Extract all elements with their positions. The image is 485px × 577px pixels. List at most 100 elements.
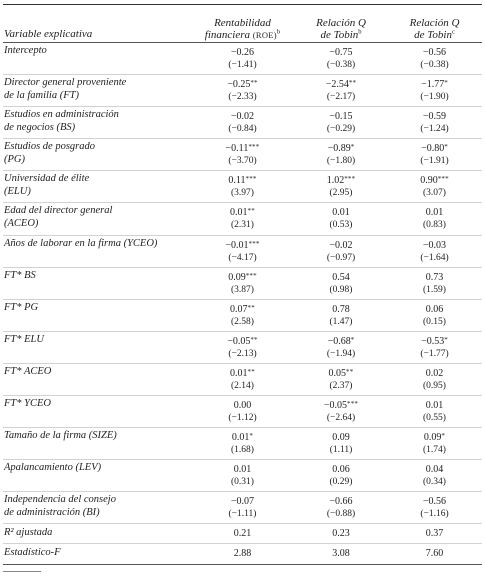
coefficient-line: 0.09* [387,430,482,444]
t-statistic: (1.47) [329,316,353,327]
coefficient-cell: −0.15 (−0.29) [295,109,387,136]
coefficient-value: −0.56 [422,47,447,58]
significance-stars: * [249,432,254,441]
coefficient-value: −0.80 [421,143,445,155]
variable-label-line: Edad del director general [4,205,113,217]
t-statistic: (−2.13) [228,348,257,359]
coefficient-cell: 0.11*** (3.97) [190,173,295,200]
coefficient-line: −0.80* [387,141,482,155]
variable-label: Años de laborar en la firma (YCEO) [3,238,190,251]
variable-label: Apalancamiento (LEV) [3,462,190,475]
coefficient-line: −0.02 [295,238,387,252]
t-statistic: (−1.91) [420,156,449,167]
variable-label-line: de administración (BI) [4,506,100,518]
significance-stars: ** [247,303,255,312]
t-statistic: (−0.84) [228,124,257,135]
coefficient-line: 0.73 [387,270,482,284]
coefficient-value: −0.15 [329,111,353,123]
table-row: Apalancamiento (LEV) 0.01 (0.31) 0.06 (0.29)… [3,460,482,493]
coefficient-cell: 0.06 (0.15) [387,302,482,329]
coefficient-line: −0.68* [295,334,387,348]
table-row: Edad del director general (ACEO) 0.01** (2.… [3,203,482,236]
table-row: FT* BS 0.09*** (3.87) 0.54 (0.98) 0.73 (1.59) [3,268,482,300]
summary-label: Estadístico-F [4,547,61,559]
table-row: Universidad de élite (ELU) 0.11*** (3.97) 1.… [3,171,482,204]
t-statistic: (0.83) [423,220,446,231]
summary-value: 0.37 [425,528,444,540]
coefficient-line: −0.56 [387,45,482,59]
t-statistic: (−4.17) [228,252,257,263]
t-statistic: (−0.29) [326,124,356,135]
coefficient-value: −0.07 [230,496,255,508]
significance-stars: * [444,335,448,344]
coefficient-value: 0.01 [425,207,444,219]
coefficient-line: 0.01 [387,205,482,219]
coefficient-cell: 0.90*** (3.07) [387,173,482,200]
t-statistic: (−2.17) [326,92,356,103]
coefficient-line: −0.05*** [295,398,387,412]
coefficient-value: −0.05 [227,335,251,347]
coefficient-cell: 0.06 (0.29) [295,462,387,489]
coefficient-cell: −0.26 (−1.41) [190,45,295,72]
coefficient-cell: −0.56 (−1.16) [387,494,482,521]
coefficient-cell: −0.07 (−1.11) [190,494,295,521]
t-statistic: (−1.11) [228,509,257,520]
coefficient-cell: 0.01 (0.55) [387,398,482,425]
coefficient-cell: 0.09 (1.11) [295,430,387,457]
coefficient-line: −0.25** [190,77,295,91]
summary-value: 3.08 [332,548,350,560]
significance-stars: *** [347,400,359,409]
t-statistic: (1.74) [423,445,446,456]
coefficient-line: 0.00 [190,398,295,412]
t-statistic: (−1.12) [228,413,257,424]
coefficient-cell: 0.07** (2.58) [190,302,295,329]
coefficient-value: 0.02 [425,367,444,379]
t-statistic: (−1.64) [420,252,449,263]
significance-stars: *** [437,175,449,184]
coefficient-cell: −0.02 (−0.84) [190,109,295,136]
bottom-rule [3,564,482,566]
header-tobin-b-sup: b [358,28,362,36]
variable-label: FT* YCEO [3,398,190,411]
table-header: Variable explicativa Rentabilidad financ… [3,5,482,42]
coefficient-value: −0.89 [327,143,351,155]
coefficient-line: 0.01** [190,205,295,219]
significance-stars: * [444,79,448,88]
coefficient-cell: 0.01* (1.68) [190,430,295,457]
t-statistic: (−1.24) [420,124,449,135]
coefficient-value: −0.53 [421,335,445,347]
coefficient-cell: −0.03 (−1.64) [387,238,482,265]
coefficient-line: 0.02 [387,366,482,380]
variable-label: Intercepto [3,45,190,58]
variable-label-line: FT* YCEO [4,398,51,410]
coefficient-cell: 0.00 (−1.12) [190,398,295,425]
coefficient-line: 0.11*** [190,173,295,187]
coefficient-cell: −0.89* (−1.80) [295,141,387,168]
coefficient-line: −0.75 [295,45,387,59]
variable-label-line: Universidad de élite [4,173,90,185]
header-roe-abbrev: (ROE) [252,30,277,40]
header-variable: Variable explicativa [4,28,93,40]
footnote-rule [3,571,41,572]
t-statistic: (−1.80) [326,156,356,167]
coefficient-cell: 0.09* (1.74) [387,430,482,457]
t-statistic: (0.95) [423,380,446,391]
significance-stars: *** [248,239,260,248]
coefficient-cell: 0.01** (2.31) [190,205,295,232]
variable-label-line: FT* BS [4,269,36,281]
coefficient-value: 0.09 [332,432,350,444]
variable-label-line: Director general proveniente [4,77,127,89]
variable-label-line: Tamaño de la firma (SIZE) [4,430,117,442]
coefficient-cell: −0.59 (−1.24) [387,109,482,136]
variable-label: Estudios en administración de negocios (B… [3,109,190,134]
t-statistic: (3.97) [231,188,254,199]
coefficient-value: −0.68 [327,335,351,347]
variable-label-line: FT* ACEO [4,365,52,377]
significance-stars: * [441,432,446,441]
summary-value: 2.88 [233,548,252,560]
table-row: FT* YCEO 0.00 (−1.12) −0.05*** (−2.64) 0.01 (0… [3,396,482,429]
coefficient-value: 0.07 [230,303,248,315]
variable-label: Tamaño de la firma (SIZE) [3,430,190,443]
coefficient-line: −0.66 [295,494,387,508]
coefficient-line: −0.59 [387,109,482,123]
